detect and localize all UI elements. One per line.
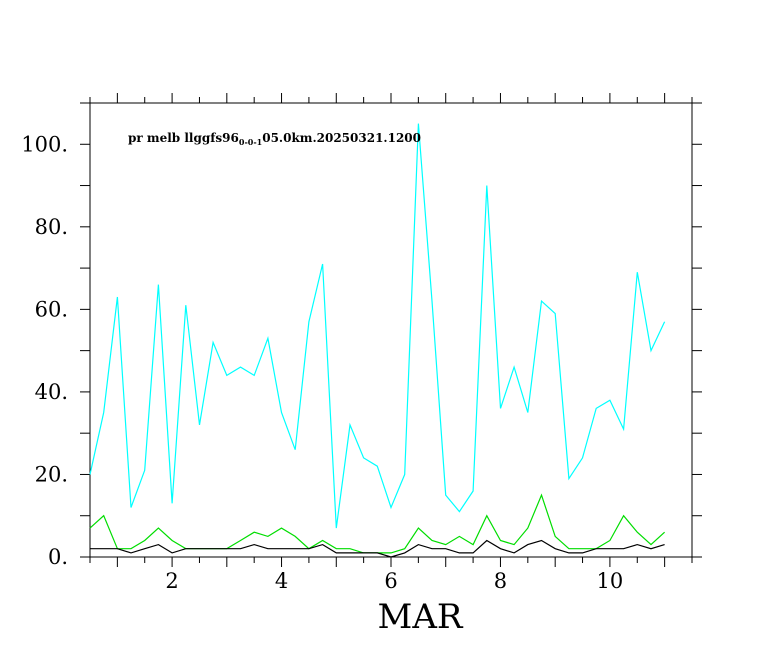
axes	[80, 93, 702, 567]
chart-annotation: pr melb llggfs960-0-105.0km.20250321.120…	[128, 131, 421, 147]
x-tick-label: 4	[275, 569, 288, 593]
series-line-1	[89, 123, 666, 529]
annotation-prefix: pr melb llggfs96	[128, 131, 239, 145]
y-tick-label: 20.	[35, 462, 68, 486]
annotation-suffix: 05.0km.20250321.1200	[262, 131, 421, 145]
x-tick-label: 2	[165, 569, 178, 593]
y-tick-label: 0.	[48, 545, 68, 569]
x-tick-label: 6	[384, 569, 397, 593]
series-line-3	[90, 539, 665, 558]
series-group	[89, 123, 666, 558]
tick-labels: 0. 20. 40. 60. 80. 100. 2 4 6 8 10	[21, 132, 623, 593]
y-tick-label: 40.	[35, 380, 68, 404]
y-tick-label: 60.	[35, 297, 68, 321]
x-axis-title: MAR	[378, 597, 464, 637]
y-tick-label: 80.	[35, 215, 68, 239]
x-tick-label: 10	[597, 569, 624, 593]
y-tick-label: 100.	[21, 132, 68, 156]
annotation-subscript: 0-0-1	[239, 137, 262, 147]
x-tick-label: 8	[494, 569, 507, 593]
series-line-2	[89, 493, 666, 554]
plot-frame	[89, 102, 693, 558]
